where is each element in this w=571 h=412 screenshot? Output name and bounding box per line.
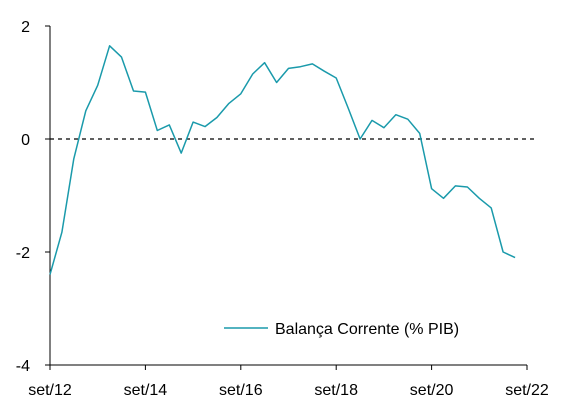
x-tick-label: set/12	[28, 382, 72, 399]
y-tick-label: -4	[16, 358, 30, 375]
y-axis-ticks: 2 0 -2 -4	[16, 19, 50, 375]
y-tick-label: -2	[16, 245, 30, 262]
x-tick-label: set/20	[410, 382, 454, 399]
x-tick-label: set/14	[124, 382, 168, 399]
legend-label: Balança Corrente (% PIB)	[275, 321, 459, 338]
legend: Balança Corrente (% PIB)	[224, 321, 459, 338]
y-tick-label: 0	[21, 132, 30, 149]
x-axis-ticks: set/12 set/14 set/16 set/18 set/20 set/22	[28, 365, 549, 399]
series-layer	[49, 45, 516, 275]
x-tick-label: set/18	[314, 382, 358, 399]
x-tick-label: set/16	[219, 382, 263, 399]
axes	[49, 26, 535, 366]
x-tick-label: set/22	[505, 382, 549, 399]
y-tick-label: 2	[21, 19, 30, 36]
series-line	[49, 45, 516, 275]
